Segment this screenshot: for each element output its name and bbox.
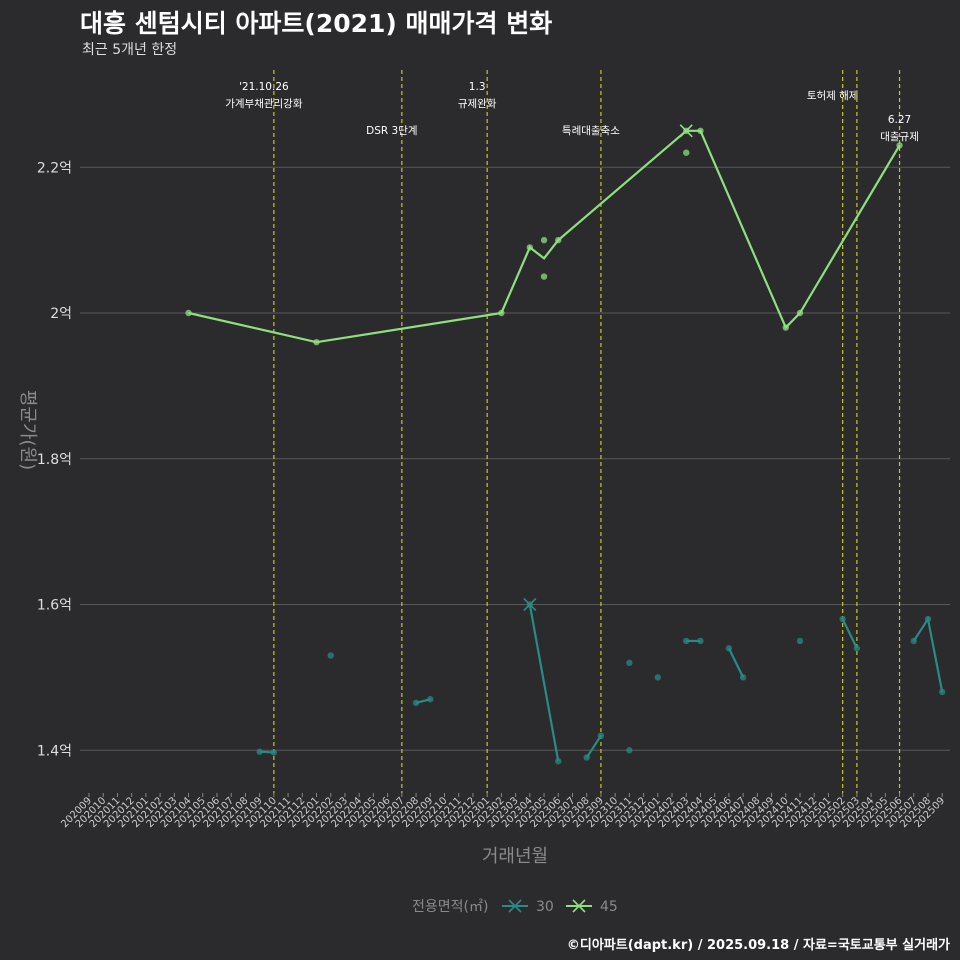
series-45-point bbox=[540, 236, 548, 244]
grid-lines bbox=[80, 166, 950, 751]
series-30-line bbox=[912, 616, 944, 693]
series-30-point bbox=[597, 732, 605, 739]
series-45-point bbox=[540, 273, 548, 280]
series-30-line bbox=[841, 618, 858, 649]
event-annotation: 가계부채관리강화 bbox=[225, 98, 303, 110]
legend: 전용면적(㎡) 30 45 bbox=[412, 899, 618, 915]
series-30-point bbox=[327, 652, 334, 659]
series-30-point bbox=[725, 645, 733, 652]
series-30-line bbox=[727, 647, 745, 678]
series-30-line bbox=[585, 735, 602, 759]
y-tick-label: 1.8억 bbox=[37, 452, 72, 468]
event-annotation: 토허제 해제 bbox=[807, 89, 859, 102]
series-30-point bbox=[626, 659, 633, 666]
series-45-point bbox=[555, 236, 562, 244]
series-45-point bbox=[185, 309, 192, 317]
series-30-point bbox=[654, 674, 661, 681]
series-45-point bbox=[796, 309, 804, 317]
series-45-point bbox=[526, 244, 534, 251]
legend-title: 전용면적(㎡) bbox=[412, 899, 488, 915]
event-annotation: 특례대출축소 bbox=[562, 125, 620, 137]
legend-swatch-marker bbox=[508, 899, 522, 913]
chart-subtitle: 최근 5개년 한정 bbox=[82, 42, 178, 58]
legend-label: 30 bbox=[536, 899, 554, 915]
series-30-point bbox=[910, 637, 917, 645]
x-axis-title: 거래년월 bbox=[482, 846, 548, 867]
event-annotation: '21.10.26 bbox=[239, 81, 289, 93]
chart-title: 대흥 센텀시티 아파트(2021) 매매가격 변화 bbox=[80, 9, 553, 38]
series-30-point bbox=[583, 754, 590, 761]
series-45-highlight-marker bbox=[679, 124, 693, 138]
event-annotation: 규제완화 bbox=[458, 97, 497, 110]
source-credit: ©디아파트(dapt.kr) / 2025.09.18 / 자료=국토교통부 실… bbox=[566, 938, 950, 953]
event-annotation: DSR 3단계 bbox=[366, 125, 417, 137]
legend-label: 45 bbox=[600, 899, 618, 915]
series-45-point bbox=[896, 142, 903, 149]
series-45-point bbox=[782, 324, 789, 331]
event-annotation: 6.27 bbox=[888, 114, 911, 126]
series-30-point bbox=[256, 748, 263, 755]
event-annotation: 1.3 bbox=[469, 81, 486, 93]
series-45-point bbox=[697, 127, 704, 135]
series-30-highlight-marker bbox=[523, 597, 537, 612]
series-30-point bbox=[270, 749, 278, 756]
series-45-point bbox=[498, 309, 505, 317]
y-tick-label: 1.6억 bbox=[37, 598, 72, 614]
series-45-line bbox=[188, 129, 901, 344]
series-45-point bbox=[683, 149, 690, 156]
series-45-point bbox=[313, 338, 320, 346]
series-30-point bbox=[939, 688, 946, 696]
y-tick-label: 1.4억 bbox=[37, 743, 72, 759]
series-30-point bbox=[853, 645, 861, 652]
series-30-point bbox=[839, 615, 846, 623]
series-30-point bbox=[739, 674, 747, 681]
series-30-point bbox=[412, 699, 420, 707]
event-annotation: 대출규제 bbox=[880, 131, 919, 143]
series-30-point bbox=[555, 757, 562, 765]
series-30-line bbox=[528, 604, 560, 762]
y-tick-label: 2.2억 bbox=[37, 160, 72, 176]
series-30-point bbox=[683, 637, 690, 645]
series-30-point bbox=[427, 696, 434, 703]
series-marks bbox=[185, 124, 946, 765]
series-30-point bbox=[924, 615, 932, 623]
series-30-point bbox=[796, 637, 804, 645]
y-tick-label: 2억 bbox=[50, 306, 72, 322]
legend-swatch-marker bbox=[572, 899, 586, 913]
axes: 1.4억1.6억1.8억2억2.2억2020092020102020112020… bbox=[37, 160, 947, 830]
series-30-point bbox=[626, 747, 633, 754]
y-axis-title: 평균가(원) bbox=[17, 390, 38, 470]
series-30-point bbox=[697, 637, 704, 645]
